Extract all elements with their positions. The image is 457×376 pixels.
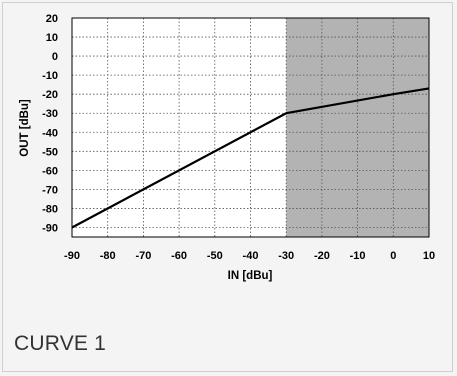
y-axis-label: OUT [dBu] — [19, 99, 31, 157]
x-tick-label: -80 — [100, 250, 116, 262]
y-tick-label: -30 — [42, 108, 58, 120]
x-axis-label: IN [dBu] — [228, 270, 273, 282]
x-tick-label: 0 — [390, 250, 396, 262]
y-tick-label: 20 — [46, 13, 58, 25]
x-tick-label: -40 — [243, 250, 259, 262]
x-tick-label: -70 — [135, 250, 151, 262]
y-tick-labels: 20 10 0 -10 -20 -30 -40 -50 -60 -70 -80 -90 — [42, 13, 58, 234]
y-tick-label: -10 — [42, 70, 58, 82]
y-tick-label: -50 — [42, 146, 58, 158]
x-tick-label: -60 — [171, 250, 187, 262]
x-tick-label: 10 — [423, 250, 435, 262]
y-tick-label: -20 — [42, 89, 58, 101]
plot-frame — [71, 17, 430, 238]
y-tick-label: -60 — [42, 165, 58, 177]
x-tick-label: -10 — [350, 250, 366, 262]
y-tick-label: -70 — [42, 184, 58, 196]
y-tick-label: -80 — [42, 203, 58, 215]
y-tick-label: 10 — [46, 32, 58, 44]
x-tick-labels: -90 -80 -70 -60 -50 -40 -30 -20 -10 0 10 — [64, 250, 435, 262]
curve-caption: CURVE 1 — [14, 332, 107, 355]
x-tick-label: -50 — [207, 250, 223, 262]
y-tick-label: -90 — [42, 222, 58, 234]
x-tick-label: -20 — [314, 250, 330, 262]
y-tick-label: -40 — [42, 127, 58, 139]
x-tick-label: -30 — [278, 250, 294, 262]
curve-layer — [71, 87, 430, 229]
y-tick-label: 0 — [52, 51, 58, 63]
x-tick-label: -90 — [64, 250, 80, 262]
curve-line — [71, 87, 430, 229]
